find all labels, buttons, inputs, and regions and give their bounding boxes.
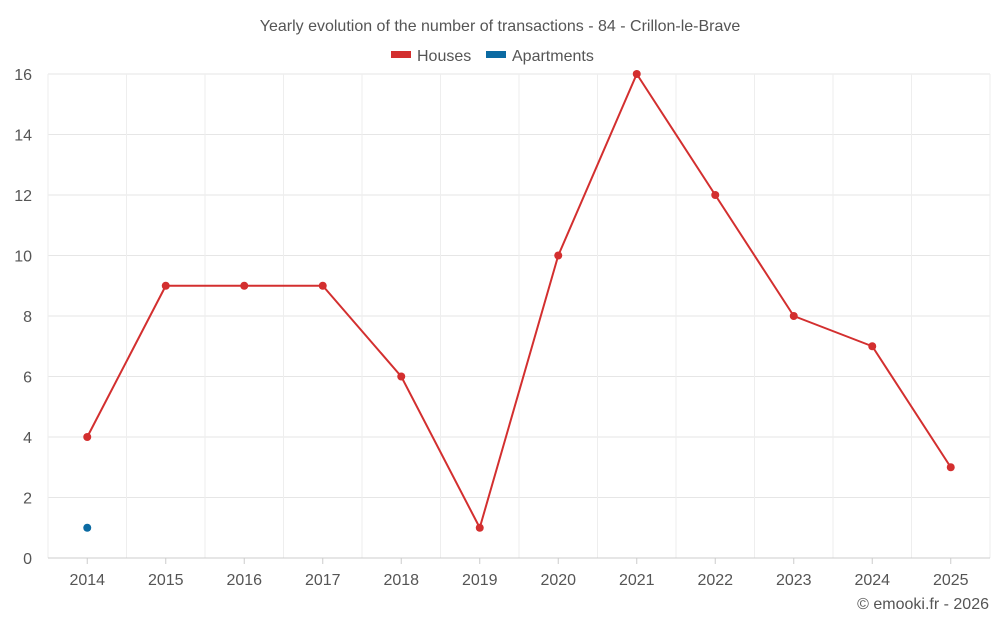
x-tick-label: 2019 [462,572,498,589]
data-point-houses[interactable] [475,523,484,532]
y-tick-label: 2 [23,491,32,508]
data-point-houses[interactable] [240,281,249,290]
x-tick-label: 2014 [69,572,105,589]
series-line-houses [86,73,952,529]
x-tick-label: 2018 [383,572,419,589]
y-tick-label: 12 [14,188,32,205]
legend-label-houses[interactable]: Houses [417,48,471,65]
data-point-houses[interactable] [632,70,641,78]
data-point-houses[interactable] [161,281,170,290]
legend-label-apartments[interactable]: Apartments [512,48,594,65]
y-tick-label: 8 [23,309,32,326]
series-layer [83,70,955,532]
y-tick-label: 16 [14,67,32,84]
y-axis: 0 2 4 6 8 10 12 14 16 [14,67,32,568]
x-tick-label: 2024 [854,572,890,589]
legend-swatch-apartments [486,51,506,58]
y-tick-label: 0 [23,551,32,568]
data-point-houses[interactable] [946,463,955,472]
y-tick-label: 14 [14,128,32,145]
x-tick-label: 2017 [305,572,341,589]
data-point-houses[interactable] [397,372,406,381]
data-point-houses[interactable] [711,191,720,199]
x-tick-label: 2016 [226,572,262,589]
x-tick-label: 2025 [933,572,969,589]
data-point-houses[interactable] [554,251,563,260]
data-point-apartments[interactable] [83,523,92,532]
copyright-footer: © emooki.fr - 2026 [857,596,989,613]
data-point-houses[interactable] [318,281,327,290]
data-point-houses[interactable] [868,342,877,351]
data-point-houses[interactable] [789,312,798,320]
x-tick-label: 2021 [619,572,655,589]
data-point-houses[interactable] [83,433,92,441]
legend: Houses Apartments [391,48,594,65]
x-tick-label: 2023 [776,572,812,589]
x-tick-label: 2015 [148,572,184,589]
y-tick-label: 10 [14,249,32,266]
y-tick-label: 4 [23,430,32,447]
grid [47,73,991,558]
y-tick-label: 6 [23,370,32,387]
x-tick-label: 2020 [540,572,576,589]
x-tick-label: 2022 [697,572,733,589]
x-axis: 2014 2015 2016 2017 2018 2019 2020 2021 2022 2023… [48,557,990,589]
chart-title: Yearly evolution of the number of transa… [260,18,741,35]
legend-swatch-houses [391,51,411,58]
